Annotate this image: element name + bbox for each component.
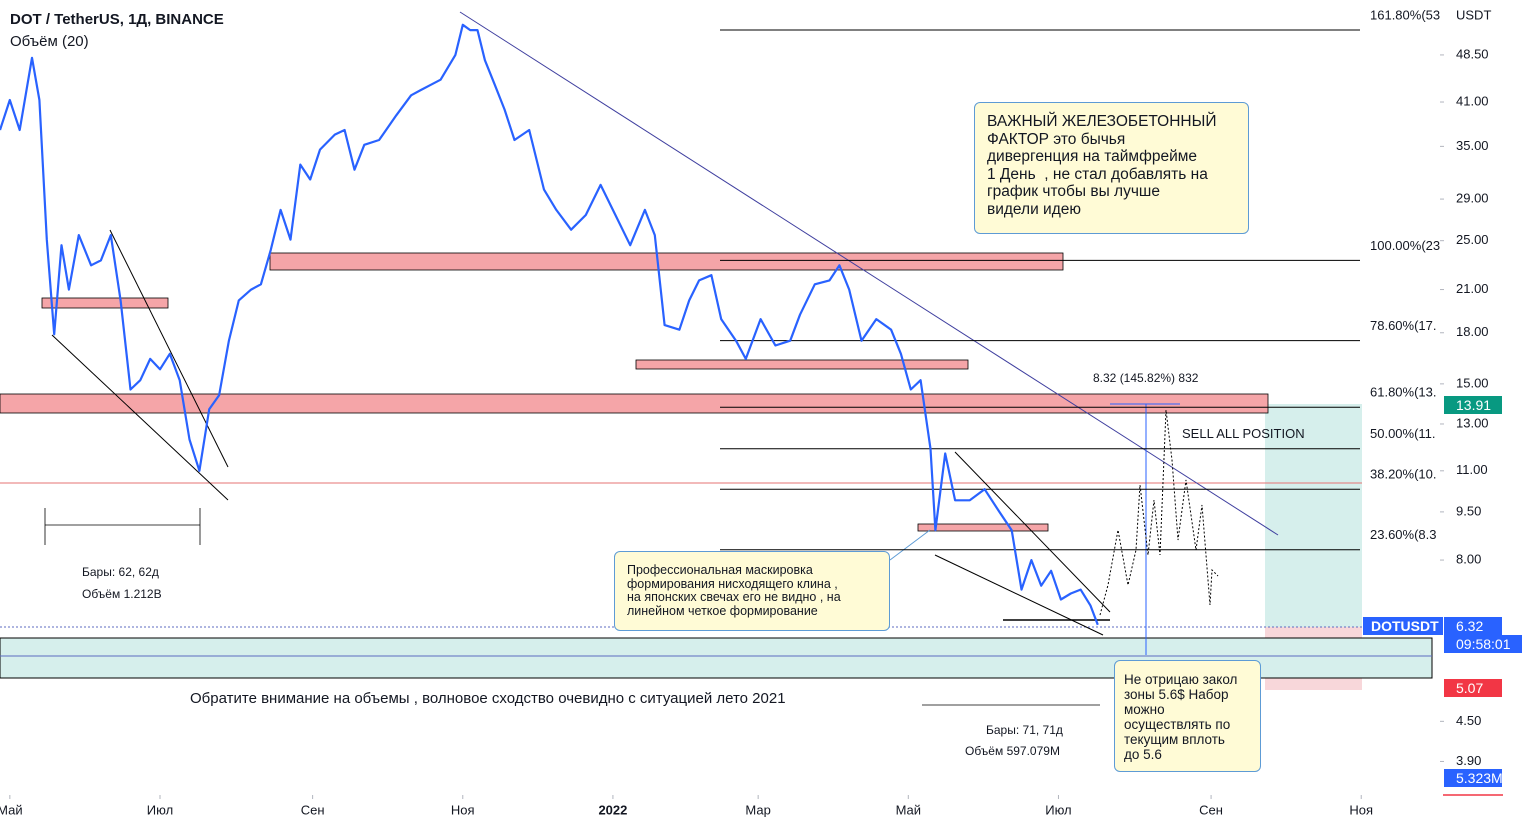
note-line: осуществлять по [1124,717,1231,732]
note-line: график чтобы вы лучше [987,183,1160,200]
y-tick-label: 48.50 [1456,46,1489,61]
y-tick-label: 25.00 [1456,232,1489,247]
x-tick-label: 2022 [598,802,627,817]
note-line: линейном четкое формирование [627,603,818,618]
annotation: Объём 1.212B [82,587,162,601]
trend-line [934,554,1104,636]
y-tick-label: 8.00 [1456,551,1481,566]
y-tick-label: 29.00 [1456,191,1489,206]
trend-line [459,11,1279,536]
note-line: 1 День , не стал добавлять на [987,165,1208,183]
callout-line [889,529,931,561]
resistance-zone [0,393,1269,414]
note-line: дивергенция на таймфрейме [987,148,1198,165]
projection [1099,409,1219,616]
price-label: 13.91 [1444,396,1502,414]
x-tick-label: Июл [1045,802,1071,817]
chart-subtitle: Объём (20) [10,33,89,50]
trend-line [954,451,1111,613]
note: ВАЖНЫЙ ЖЕЛЕЗОБЕТОННЫЙ ФАКТОР это бычья див… [974,102,1249,234]
note-line: текущим вплоть [1124,732,1225,747]
y-tick-label: 35.00 [1456,138,1489,153]
annotation: SELL ALL POSITION [1182,426,1305,441]
resistance-zone [41,297,169,309]
y-tick-label: 3.90 [1456,753,1481,768]
fib-label: 78.60%(17. [1370,318,1437,333]
annotation: Бары: 71, 71д [986,723,1063,737]
x-tick-label: Май [0,802,23,817]
resistance-zone [917,523,1049,532]
note: Профессиональная маскировка формирования … [614,551,890,631]
y-tick-label: 21.00 [1456,281,1489,296]
annotation: 8.32 (145.82%) 832 [1093,371,1199,385]
x-tick-label: Май [896,802,921,817]
note-line: можно [1124,702,1165,717]
volume-label: 5.323M [1444,769,1503,787]
x-tick-label: Мар [745,802,770,817]
resistance-zone [635,359,969,370]
note-line: Профессиональная маскировка [627,563,813,577]
trend-line [109,229,229,468]
countdown: 09:58:01 [1444,635,1522,654]
annotation: Обратите внимание на объемы , волновое с… [190,690,786,707]
note-line: на японских свечах его не видно , на [627,590,841,604]
x-tick-label: Июл [147,802,173,817]
x-tick-label: Ноя [1349,802,1373,817]
x-tick-label: Сен [1199,802,1223,817]
symbol-label: DOTUSDT [1363,617,1443,636]
y-tick-label: 4.50 [1456,713,1481,728]
fib-label: 23.60%(8.3 [1370,527,1437,542]
note-line: зоны 5.6$ Набор [1124,687,1229,702]
fib-label: 100.00%(23 [1370,238,1440,253]
profit-zone [1265,404,1362,627]
note: Не отрицаю закол зоны 5.6$ Набор можно осущ… [1114,660,1261,772]
annotation: Бары: 62, 62д [82,565,159,579]
y-tick-label: 13.00 [1456,415,1489,430]
note-line: видели идею [987,200,1081,218]
trend-line [51,334,229,501]
y-tick-label: 15.00 [1456,375,1489,390]
y-tick-label: 9.50 [1456,503,1481,518]
note-line: ФАКТОР это бычья [987,130,1126,148]
fib-label: 161.80%(53 [1370,7,1440,22]
note-line: формирования нисходящего клина , [627,576,838,591]
last-price: 6.32 [1444,617,1502,636]
note-line: ВАЖНЫЙ ЖЕЛЕЗОБЕТОННЫЙ [987,113,1217,130]
price-line [0,23,1099,626]
axis-unit: USDT [1456,7,1491,22]
fib-label: 50.00%(11. [1370,426,1436,441]
y-tick-label: 18.00 [1456,324,1489,339]
resistance-zone [269,252,1064,271]
price-label: 5.07 [1444,678,1502,697]
y-tick-label: 11.00 [1456,462,1488,477]
fib-label: 61.80%(13. [1370,385,1437,400]
chart-title: DOT / TetherUS, 1Д, BINANCE [10,11,224,28]
y-tick-label: 41.00 [1456,93,1489,108]
note-line: до 5.6 [1124,747,1162,762]
annotation: Объём 597.079M [965,744,1060,758]
x-tick-label: Сен [301,802,325,817]
fib-label: 38.20%(10. [1370,467,1437,482]
note-line: Не отрицаю закол [1124,672,1238,687]
x-tick-label: Ноя [451,802,475,817]
